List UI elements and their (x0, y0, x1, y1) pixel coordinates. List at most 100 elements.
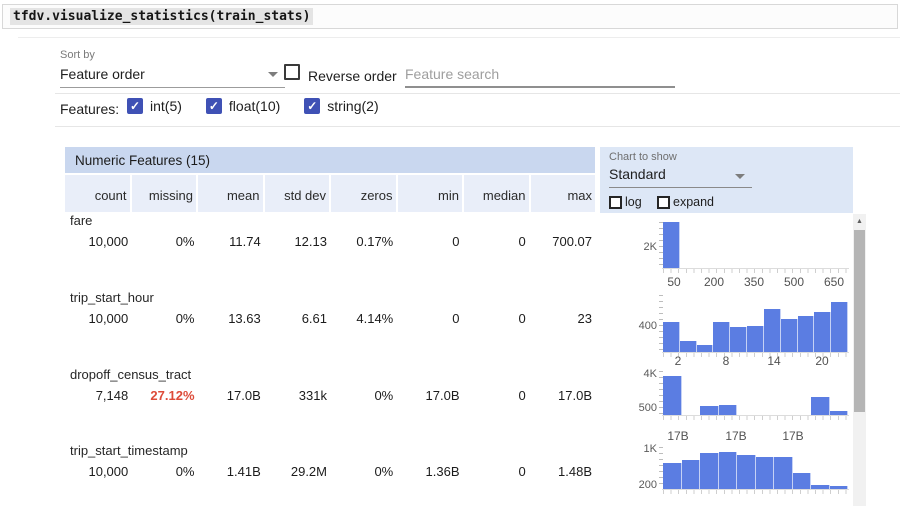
feature-values: 7,148 27.12% 17.0B 331k 0% 17.0B 0 17.0B (65, 388, 595, 403)
histogram-bar (811, 397, 830, 415)
column-header: mean (198, 175, 265, 212)
column-header: median (464, 175, 531, 212)
stat-value: 29.2M (290, 464, 327, 479)
feature-type-filter[interactable]: string(2) (304, 98, 379, 114)
feature-type-filter[interactable]: int(5) (127, 98, 182, 114)
feature-name: dropoff_census_tract (70, 367, 192, 382)
stat-value: 0% (374, 464, 394, 479)
histogram-bar (663, 463, 682, 489)
scrollbar[interactable] (853, 214, 866, 506)
chevron-down-icon[interactable] (735, 174, 745, 179)
x-axis-line (662, 415, 849, 416)
stat-value: 17.0B (226, 388, 261, 403)
table-row: fare 10,000 0% 11.74 12.13 0.17% 0 0 700.07 (65, 213, 595, 249)
feature-name: fare (70, 213, 93, 228)
histogram-plot[interactable] (663, 447, 848, 489)
stat-value: 0 (452, 234, 460, 249)
histogram-bar (663, 322, 680, 352)
column-header-row: count missing mean std dev zeros min median max (65, 175, 595, 212)
reverse-order-checkbox[interactable] (284, 64, 300, 80)
y-axis-ticks (659, 295, 663, 352)
checkbox-checked-icon[interactable] (127, 98, 143, 114)
histogram-plot[interactable] (663, 222, 848, 268)
histogram-bar (730, 327, 748, 352)
feature-type-filters: int(5) float(10) string(2) (127, 98, 379, 114)
stat-value: 13.63 (228, 311, 261, 326)
y-axis-label: 2K (643, 241, 657, 253)
missing-alert-value: 27.12% (150, 388, 195, 403)
features-label: Features: (60, 101, 120, 117)
histogram-bar (814, 312, 832, 352)
histogram-bar (681, 460, 700, 489)
stat-value: 0 (518, 311, 526, 326)
histogram-bar (713, 322, 731, 352)
histogram-bar (792, 473, 811, 489)
histogram-bar (737, 455, 756, 489)
sort-by-label: Sort by (60, 49, 95, 61)
chart-to-show-label: Chart to show (609, 151, 677, 163)
stat-value: 0% (175, 464, 195, 479)
scrollbar-thumb[interactable] (854, 230, 865, 412)
code-cell[interactable]: tfdv.visualize_statistics(train_stats) (2, 4, 898, 29)
column-header: min (397, 175, 464, 212)
feature-search-input[interactable] (405, 62, 675, 88)
histogram-plot[interactable] (663, 295, 848, 352)
x-axis-label: 17B (782, 429, 804, 443)
y-axis-ticks (659, 447, 663, 489)
stat-value: 331k (298, 388, 327, 403)
stat-value: 0 (452, 311, 460, 326)
histogram-bar (718, 405, 737, 415)
expand-checkbox[interactable] (657, 196, 670, 209)
x-axis-label: 20 (815, 354, 829, 368)
stat-value: 11.74 (229, 234, 261, 249)
chart-options-panel: Chart to show Standard log expand (600, 147, 853, 213)
checkbox-checked-icon[interactable] (205, 98, 222, 114)
stat-value: 0 (518, 388, 526, 403)
column-header: missing (131, 175, 198, 212)
table-row: dropoff_census_tract 7,148 27.12% 17.0B 331k… (65, 367, 595, 403)
sort-by-dropdown[interactable]: Feature order (60, 66, 145, 82)
log-checkbox[interactable] (609, 196, 622, 209)
divider (55, 93, 900, 94)
x-axis-label: 17B (667, 429, 689, 443)
x-axis-ticks (663, 269, 849, 273)
stat-value: 0% (175, 234, 195, 249)
histogram-bar (663, 222, 680, 268)
histogram-bar (700, 453, 719, 489)
table-row: trip_start_timestamp 10,000 0% 1.41B 29.2M 0%… (65, 443, 595, 479)
x-axis-ticks (663, 416, 849, 420)
divider (18, 37, 900, 38)
chevron-down-icon[interactable] (268, 72, 278, 77)
feature-name: trip_start_hour (70, 290, 154, 305)
y-axis-label: 200 (638, 479, 657, 491)
stat-value: 0.17% (356, 234, 394, 249)
code-text: tfdv.visualize_statistics(train_stats) (10, 8, 314, 25)
feature-type-label: float(10) (228, 98, 281, 114)
stat-value: 12.13 (294, 234, 327, 249)
x-axis-label: 650 (823, 275, 845, 289)
stat-value: 17.0B (425, 388, 460, 403)
column-header: zeros (331, 175, 398, 212)
stat-value: 1.36B (425, 464, 460, 479)
histogram-bar (663, 376, 682, 415)
histogram-plot[interactable] (663, 371, 848, 415)
histogram-bar (763, 309, 781, 352)
x-axis-label: 350 (743, 275, 765, 289)
x-axis-line (662, 352, 849, 353)
reverse-order-label: Reverse order (308, 68, 397, 84)
feature-type-filter[interactable]: float(10) (205, 98, 281, 114)
table-row: trip_start_hour 10,000 0% 13.63 6.61 4.14% 0 0 2… (65, 290, 595, 326)
scroll-up-icon[interactable] (853, 215, 866, 228)
x-axis-ticks (663, 490, 849, 494)
x-axis-label: 17B (725, 429, 747, 443)
stat-value: 10,000 (88, 464, 129, 479)
checkbox-checked-icon[interactable] (304, 98, 321, 114)
histogram-bar (718, 452, 737, 489)
column-header: max (530, 175, 595, 212)
chart-to-show-dropdown[interactable]: Standard (609, 166, 666, 182)
histogram-bar (780, 319, 798, 352)
x-axis-label: 14 (767, 354, 781, 368)
stat-value: 4.14% (356, 311, 394, 326)
x-axis-label: 50 (667, 275, 681, 289)
